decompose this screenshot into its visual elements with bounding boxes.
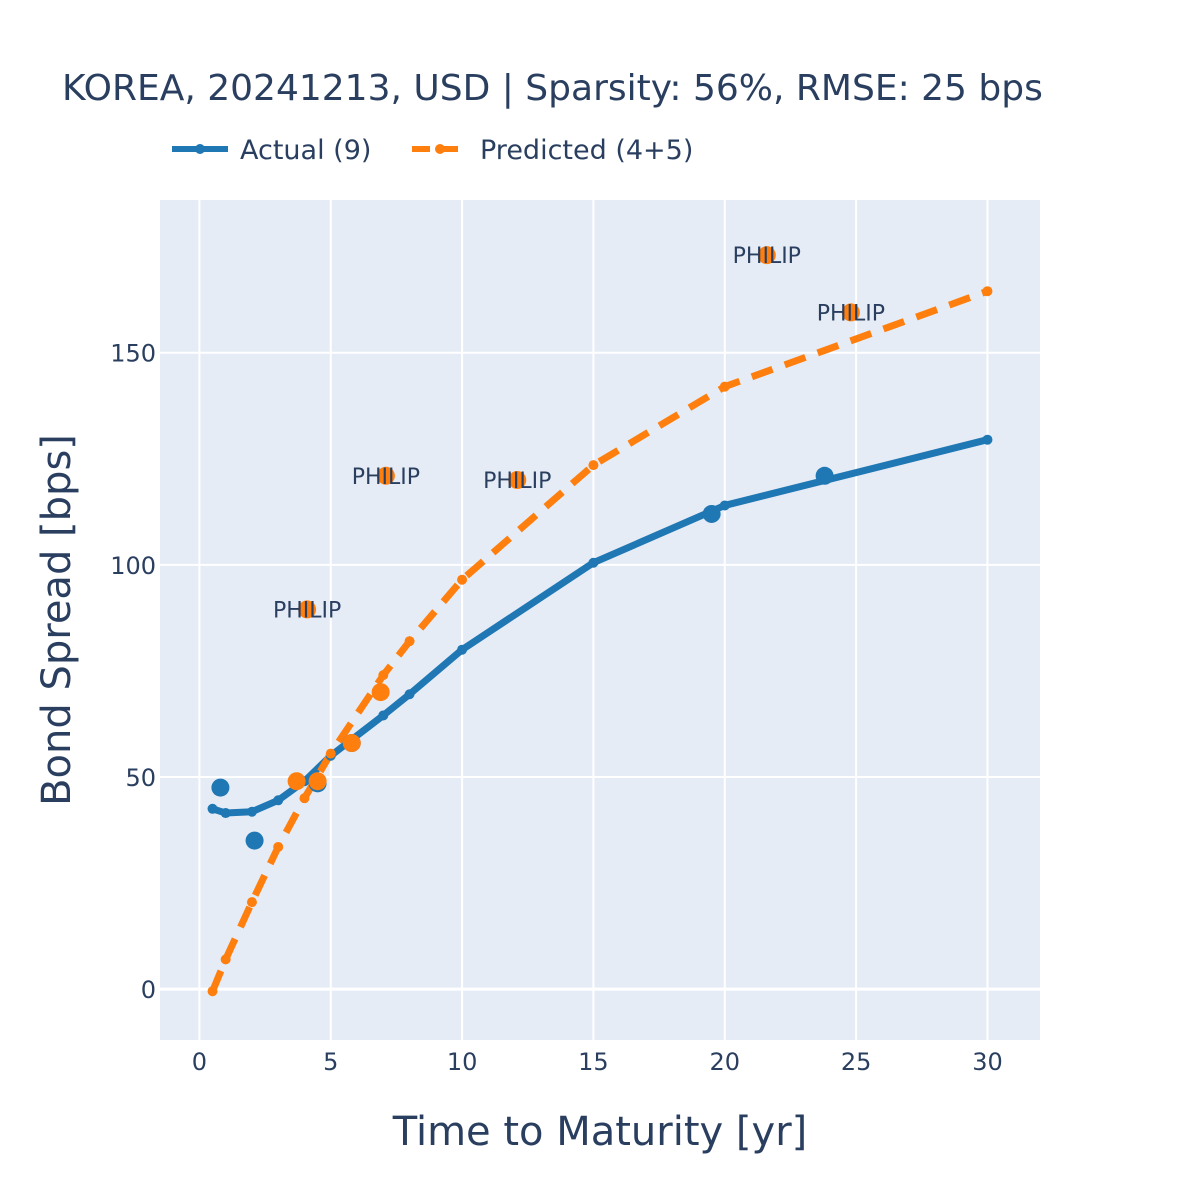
predicted-point: [457, 574, 468, 585]
bond-annotation: PHILIP: [733, 244, 801, 269]
bond-annotation: PHILIP: [483, 469, 551, 494]
predicted-point: [404, 636, 415, 647]
bond-annotations: PHILIP PHILIP PHILIP PHILIP PHILIP: [273, 244, 885, 623]
legend-label-predicted: Predicted (4+5): [480, 135, 693, 166]
predicted-bond-point: [308, 772, 327, 791]
predicted-bond-point: [371, 683, 390, 702]
x-axis-title: Time to Maturity [yr]: [392, 1109, 808, 1155]
x-tick-label: 20: [710, 1048, 741, 1076]
actual-point: [273, 795, 284, 806]
actual-point: [982, 434, 993, 445]
predicted-bond-point: [342, 734, 361, 753]
bond-annotation: PHILIP: [352, 465, 420, 490]
predicted-point: [273, 841, 284, 852]
x-tick-label: 10: [447, 1048, 478, 1076]
y-axis-title: Bond Spread [bps]: [34, 434, 80, 806]
predicted-bond-point: [508, 471, 527, 489]
legend-item-predicted[interactable]: Predicted (4+5): [412, 135, 693, 166]
x-tick-label: 5: [323, 1048, 338, 1076]
actual-point: [207, 803, 218, 814]
predicted-series-line: [209, 287, 989, 993]
actual-point: [220, 808, 231, 819]
predicted-bond-point: [376, 466, 395, 485]
y-tick-label: 100: [110, 552, 156, 580]
legend-item-actual[interactable]: Actual (9): [172, 135, 371, 166]
predicted-bond-point: [841, 303, 860, 322]
predicted-point: [207, 986, 218, 997]
x-tick-label: 25: [841, 1048, 872, 1076]
actual-point: [404, 689, 415, 700]
plot-area: [160, 200, 1040, 1040]
bond-annotation: PHILIP: [817, 301, 885, 326]
predicted-bond-point: [757, 246, 776, 265]
actual-point: [457, 644, 468, 655]
predicted-bond-point: [287, 772, 306, 791]
x-tick-label: 0: [192, 1048, 207, 1076]
predicted-point: [220, 954, 231, 965]
x-tick-label: 15: [578, 1048, 609, 1076]
actual-point: [378, 710, 389, 721]
bond-points: [211, 246, 860, 850]
predicted-point: [246, 897, 257, 908]
x-axis-ticks: 0 5 10 15 20 25 30: [192, 1048, 1003, 1076]
actual-point: [246, 806, 257, 817]
y-tick-label: 0: [141, 976, 156, 1004]
actual-bond-point: [211, 778, 230, 797]
chart-title: KOREA, 20241213, USD | Sparsity: 56%, RM…: [62, 68, 1043, 109]
predicted-point: [325, 748, 336, 759]
actual-point: [719, 500, 730, 511]
y-axis-ticks: 0 50 100 150: [110, 340, 156, 1004]
predicted-bond-point: [298, 600, 317, 619]
actual-bond-point: [702, 504, 721, 523]
legend-marker-predicted: [435, 144, 445, 154]
predicted-point: [982, 286, 993, 297]
bond-annotation: PHILIP: [273, 598, 341, 623]
x-tick-label: 30: [972, 1048, 1003, 1076]
legend-marker-actual: [195, 144, 205, 154]
y-tick-label: 50: [125, 764, 156, 792]
predicted-point: [378, 670, 389, 681]
actual-bond-point: [245, 831, 264, 850]
predicted-point: [299, 793, 310, 804]
predicted-point: [588, 460, 599, 471]
actual-bond-point: [815, 466, 834, 485]
legend-label-actual: Actual (9): [240, 135, 371, 166]
legend[interactable]: Actual (9) Predicted (4+5): [172, 135, 693, 166]
actual-point: [588, 557, 599, 568]
predicted-point: [719, 381, 730, 392]
y-tick-label: 150: [110, 340, 156, 368]
